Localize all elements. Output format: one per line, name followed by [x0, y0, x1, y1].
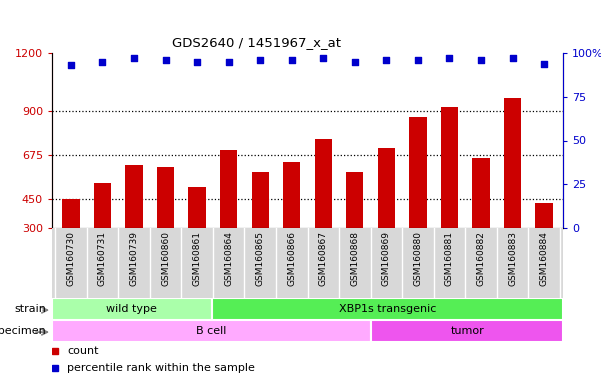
Bar: [126, 165, 142, 228]
Text: XBP1s transgenic: XBP1s transgenic: [338, 304, 436, 314]
Bar: [94, 183, 111, 228]
Bar: [212, 298, 563, 320]
Text: GSM160861: GSM160861: [192, 232, 201, 286]
Bar: [504, 98, 521, 228]
Bar: [535, 203, 553, 228]
Bar: [314, 139, 332, 228]
Point: [160, 57, 170, 63]
Text: GSM160883: GSM160883: [508, 232, 517, 286]
Point: [476, 57, 486, 63]
Text: specimen: specimen: [0, 326, 46, 336]
Text: B cell: B cell: [197, 326, 227, 336]
Point: [287, 57, 296, 63]
Bar: [377, 148, 395, 228]
Point: [97, 59, 107, 65]
Bar: [189, 187, 206, 228]
Bar: [52, 320, 371, 342]
Point: [255, 57, 265, 63]
Bar: [409, 117, 427, 228]
Point: [192, 59, 202, 65]
Text: GSM160882: GSM160882: [477, 232, 486, 286]
Text: GSM160860: GSM160860: [161, 232, 170, 286]
Text: tumor: tumor: [450, 326, 484, 336]
Text: GSM160880: GSM160880: [413, 232, 423, 286]
Text: GSM160864: GSM160864: [224, 232, 233, 286]
Bar: [157, 167, 174, 228]
Text: GSM160884: GSM160884: [540, 232, 549, 286]
Text: wild type: wild type: [106, 304, 157, 314]
Bar: [52, 298, 212, 320]
Bar: [371, 320, 563, 342]
Point: [413, 57, 423, 63]
Bar: [220, 150, 237, 228]
Text: GSM160866: GSM160866: [287, 232, 296, 286]
Bar: [251, 172, 269, 228]
Bar: [472, 158, 490, 228]
Bar: [63, 199, 79, 228]
Point: [350, 59, 359, 65]
Point: [445, 55, 454, 61]
Text: GSM160731: GSM160731: [98, 232, 107, 286]
Text: GSM160730: GSM160730: [67, 232, 76, 286]
Point: [224, 59, 233, 65]
Text: GSM160869: GSM160869: [382, 232, 391, 286]
Point: [129, 55, 139, 61]
Point: [319, 55, 328, 61]
Text: percentile rank within the sample: percentile rank within the sample: [67, 363, 255, 373]
Text: GSM160739: GSM160739: [129, 232, 138, 286]
Bar: [346, 172, 364, 228]
Point: [539, 60, 549, 66]
Bar: [441, 108, 458, 228]
Text: GSM160868: GSM160868: [350, 232, 359, 286]
Bar: [283, 162, 300, 228]
Point: [382, 57, 391, 63]
Text: GDS2640 / 1451967_x_at: GDS2640 / 1451967_x_at: [172, 36, 341, 49]
Text: count: count: [67, 346, 99, 356]
Text: GSM160865: GSM160865: [255, 232, 264, 286]
Text: GSM160881: GSM160881: [445, 232, 454, 286]
Text: strain: strain: [14, 304, 46, 314]
Text: GSM160867: GSM160867: [319, 232, 328, 286]
Point: [508, 55, 517, 61]
Point: [66, 62, 76, 68]
